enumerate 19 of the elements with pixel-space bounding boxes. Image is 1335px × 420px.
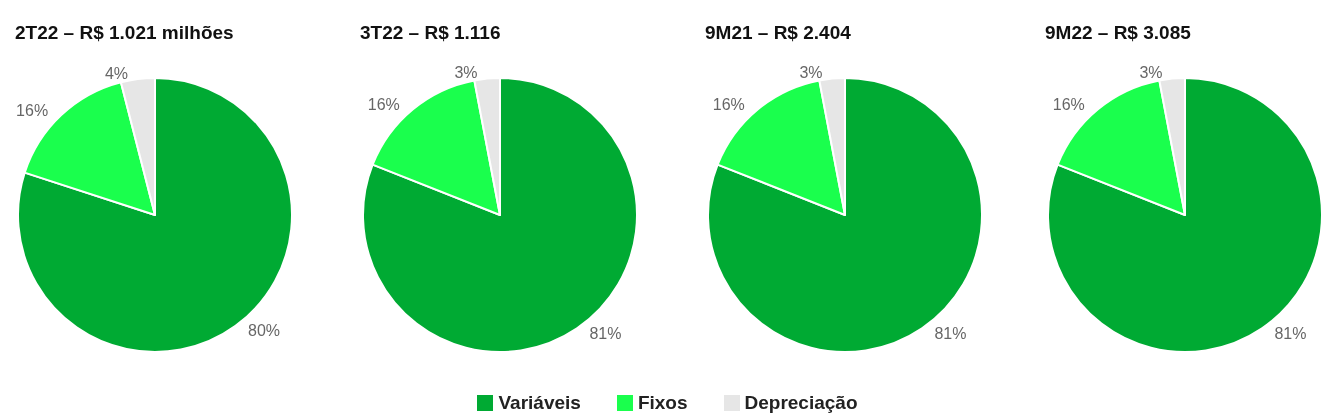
data-label: 3% xyxy=(799,64,823,82)
data-label: 3% xyxy=(454,64,478,82)
chart-title: 2T22 – R$ 1.021 milhões xyxy=(15,22,234,43)
legend-label: Variáveis xyxy=(498,392,581,414)
data-label: 80% xyxy=(248,322,281,340)
data-label: 3% xyxy=(1139,64,1163,82)
legend-label: Fixos xyxy=(637,392,688,414)
data-label: 16% xyxy=(712,96,745,114)
data-label: 81% xyxy=(1274,324,1307,342)
data-label: 4% xyxy=(104,64,129,82)
chart-title: 9M21 – R$ 2.404 xyxy=(705,22,852,43)
legend-label: Depreciação xyxy=(744,392,858,414)
data-label: 81% xyxy=(589,324,622,342)
chart-title: 9M22 – R$ 3.085 xyxy=(1045,22,1192,43)
chart-title: 3T22 – R$ 1.116 xyxy=(360,22,501,43)
data-label: 16% xyxy=(1052,96,1085,114)
data-label: 81% xyxy=(934,324,967,342)
data-label: 16% xyxy=(367,96,400,114)
data-label: 16% xyxy=(16,102,49,120)
